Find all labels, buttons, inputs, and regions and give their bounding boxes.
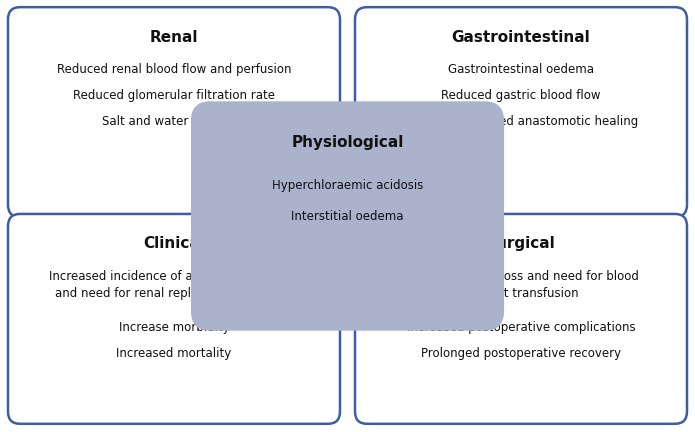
Text: Salt and water retention: Salt and water retention — [101, 114, 246, 127]
Text: Increased mortality: Increased mortality — [116, 347, 231, 360]
Text: Prolonged postoperative recovery: Prolonged postoperative recovery — [421, 347, 621, 360]
FancyBboxPatch shape — [8, 7, 340, 217]
Text: Increased postoperative complications: Increased postoperative complications — [407, 321, 635, 334]
Text: Renal: Renal — [149, 30, 198, 44]
FancyBboxPatch shape — [8, 214, 340, 424]
Text: Gastrointestinal oedema: Gastrointestinal oedema — [448, 64, 594, 76]
FancyBboxPatch shape — [192, 102, 503, 330]
Text: Increase morbidity: Increase morbidity — [119, 321, 229, 334]
Text: Reduced renal blood flow and perfusion: Reduced renal blood flow and perfusion — [57, 64, 291, 76]
Text: Interstitial oedema: Interstitial oedema — [291, 210, 404, 223]
Text: Ileus and impaired anastomotic healing: Ileus and impaired anastomotic healing — [404, 114, 638, 127]
Text: Clinical: Clinical — [143, 236, 205, 251]
Text: Surgical: Surgical — [486, 236, 556, 251]
FancyBboxPatch shape — [355, 7, 687, 217]
FancyBboxPatch shape — [355, 214, 687, 424]
Text: Increased blood loss and need for blood
product transfusion: Increased blood loss and need for blood … — [403, 270, 639, 300]
Text: Increased incidence of acute kidney injury
and need for renal replacement therap: Increased incidence of acute kidney inju… — [49, 270, 299, 300]
Text: Reduced glomerular filtration rate: Reduced glomerular filtration rate — [73, 89, 275, 102]
Text: Physiological: Physiological — [291, 135, 404, 150]
Text: Reduced gastric blood flow: Reduced gastric blood flow — [441, 89, 600, 102]
Text: Gastrointestinal: Gastrointestinal — [452, 30, 590, 44]
Text: Hyperchloraemic acidosis: Hyperchloraemic acidosis — [272, 179, 423, 192]
